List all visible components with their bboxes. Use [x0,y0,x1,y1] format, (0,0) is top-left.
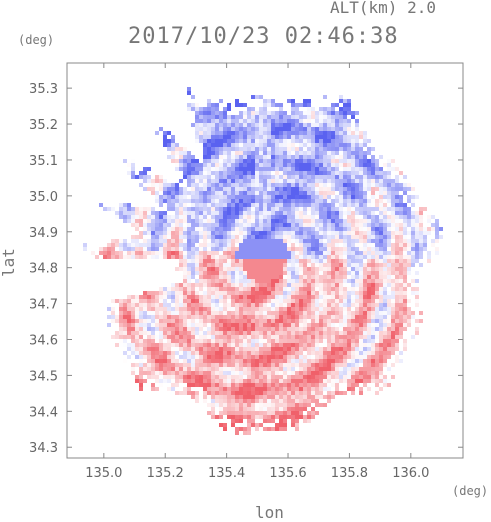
radar-field [83,87,443,435]
x-tick-label: 135.8 [331,466,368,481]
y-tick-label: 35.0 [29,190,58,205]
x-tick-label: 135.2 [147,466,184,481]
x-axis: 135.0 135.2 135.4 135.6 135.8 136.0 [85,63,429,481]
y-tick-label: 34.8 [29,262,58,277]
y-tick-label: 34.4 [29,405,58,420]
y-tick-label: 35.2 [29,118,58,133]
y-tick-label: 35.3 [29,82,58,97]
x-axis-unit: (deg) [452,484,489,498]
y-tick-label: 34.6 [29,334,58,349]
y-tick-label: 34.9 [29,226,58,241]
x-tick-label: 135.0 [85,466,122,481]
y-tick-label: 34.5 [29,369,58,384]
page-title: 2017/10/23 02:46:38 [128,24,399,49]
y-axis-unit: (deg) [18,33,55,47]
x-tick-label: 135.4 [208,466,245,481]
y-tick-label: 35.1 [29,154,58,169]
x-tick-label: 136.0 [392,466,429,481]
x-tick-label: 135.6 [269,466,306,481]
x-axis-label: lon [255,503,284,522]
y-tick-label: 34.3 [29,441,58,456]
plot-frame [66,62,464,459]
altitude-label: ALT(km) 2.0 [330,0,436,17]
y-axis: 34.3 34.4 34.5 34.6 34.7 34.8 34.9 35.0 35.1 35.2… [29,82,463,456]
y-tick-label: 34.7 [29,298,58,313]
